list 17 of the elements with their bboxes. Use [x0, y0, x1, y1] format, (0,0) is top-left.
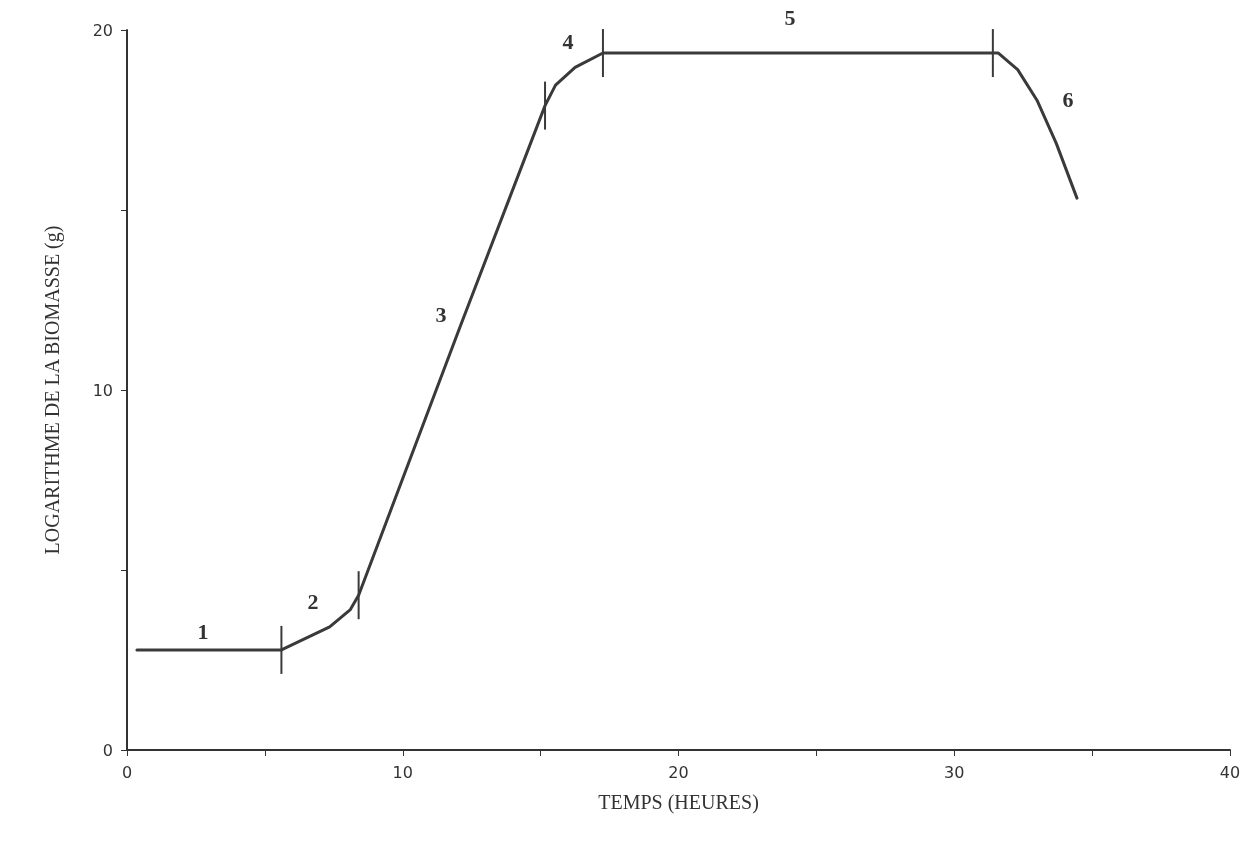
- annotation: 2: [307, 588, 319, 614]
- annotation: 1: [197, 618, 209, 644]
- x-tick-label: 20: [668, 762, 689, 782]
- text: 5: [784, 4, 796, 30]
- annotation: 3: [435, 301, 447, 327]
- x-tick-label: 0: [121, 762, 133, 782]
- y-tick-label: 0: [102, 740, 113, 760]
- x-tick-label: 30: [944, 762, 965, 782]
- y-axis-title: LOGARITHME DE LA BIOMASSE (g): [41, 225, 64, 555]
- annotation: 6: [1062, 86, 1074, 112]
- x-axis-title: TEMPS (HEURES): [598, 791, 759, 814]
- annotation: 4: [562, 28, 574, 54]
- line-series: [135, 51, 1079, 652]
- x-tick-label: 10: [392, 762, 413, 782]
- x-tick-label: 40: [1219, 762, 1241, 782]
- y-tick-label: 10: [92, 380, 113, 400]
- y-tick-label: 20: [92, 20, 113, 40]
